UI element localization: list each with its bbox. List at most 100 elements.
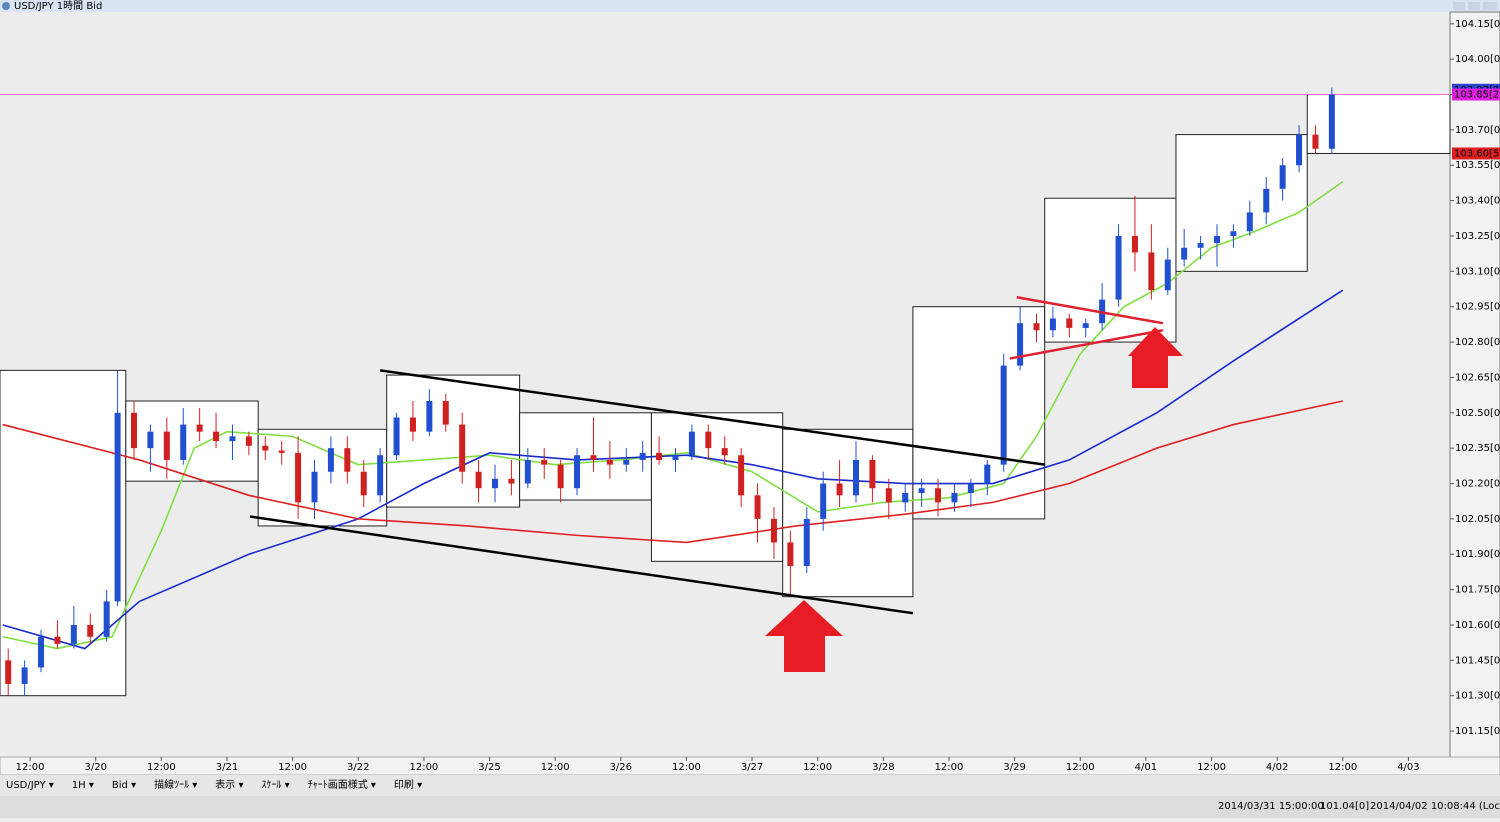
x-tick-label: 12:00 bbox=[672, 762, 701, 773]
candle-body bbox=[475, 471, 482, 489]
candle-body bbox=[967, 483, 974, 493]
x-tick-label: 3/22 bbox=[347, 762, 369, 773]
candle-body bbox=[229, 436, 236, 442]
candle-body bbox=[1000, 365, 1007, 465]
candle-body bbox=[163, 431, 170, 460]
candle-body bbox=[38, 636, 45, 668]
chart: 104.15[0]104.00[0]103.85[0]103.70[0]103.… bbox=[0, 19, 1500, 773]
y-tick-label: 103.40[0] bbox=[1455, 196, 1500, 207]
y-tick-label: 101.90[0] bbox=[1455, 549, 1500, 560]
y-tick-label: 103.10[0] bbox=[1455, 266, 1500, 277]
maximize-button[interactable] bbox=[1468, 2, 1480, 10]
candle-body bbox=[131, 412, 138, 449]
candle-body bbox=[327, 448, 334, 472]
candle-body bbox=[278, 450, 285, 453]
toolbar-button[interactable]: Bid ▾ bbox=[112, 780, 136, 791]
toolbar-button[interactable]: ｽｹｰﾙ ▾ bbox=[262, 779, 290, 791]
x-tick-label: 3/21 bbox=[216, 762, 238, 773]
y-tick-label: 101.30[0] bbox=[1455, 691, 1500, 702]
toolbar-button[interactable]: ﾁｬｰﾄ画面様式 ▾ bbox=[308, 778, 376, 791]
x-tick-label: 12:00 bbox=[278, 762, 307, 773]
toolbar-button[interactable]: USD/JPY ▾ bbox=[6, 780, 54, 791]
candle-body bbox=[590, 455, 597, 460]
x-tick-label: 12:00 bbox=[541, 762, 570, 773]
y-tick-label: 102.50[0] bbox=[1455, 408, 1500, 419]
candle-body bbox=[1181, 247, 1188, 260]
candle-body bbox=[524, 459, 531, 484]
x-tick-label: 4/02 bbox=[1266, 762, 1288, 773]
app-icon bbox=[2, 2, 10, 10]
candle-body bbox=[721, 448, 728, 456]
candle-body bbox=[951, 492, 958, 503]
x-tick-label: 4/01 bbox=[1135, 762, 1157, 773]
toolbar-button[interactable]: 描線ﾂｰﾙ ▾ bbox=[154, 778, 197, 791]
candle-body bbox=[918, 488, 925, 493]
y-tick-label: 103.70[0] bbox=[1455, 125, 1500, 136]
y-tick-label: 101.15[0] bbox=[1455, 726, 1500, 737]
day-box bbox=[1306, 94, 1451, 154]
moving-average bbox=[2, 289, 1344, 650]
trendline bbox=[1009, 329, 1164, 360]
candle-body bbox=[442, 401, 449, 425]
price-axis bbox=[1449, 11, 1500, 758]
moving-average bbox=[2, 400, 1343, 544]
candle-body bbox=[1017, 323, 1024, 366]
y-tick-label: 102.65[0] bbox=[1455, 372, 1500, 383]
candle-body bbox=[1033, 323, 1040, 331]
y-tick-label: 103.25[0] bbox=[1455, 231, 1500, 242]
candle-body bbox=[541, 459, 548, 465]
candle-body bbox=[70, 624, 77, 644]
candle-body bbox=[656, 452, 663, 460]
x-tick-label: 12:00 bbox=[16, 762, 45, 773]
x-tick-label: 12:00 bbox=[1066, 762, 1095, 773]
arrow-up bbox=[1128, 327, 1183, 388]
candle-body bbox=[1246, 212, 1253, 232]
candle-body bbox=[426, 401, 433, 432]
toolbar-button[interactable]: 表示 ▾ bbox=[215, 778, 243, 791]
candle-body bbox=[557, 464, 564, 489]
candle-body bbox=[639, 452, 646, 460]
x-tick-label: 3/28 bbox=[872, 762, 894, 773]
status-text: 101.04[0] bbox=[1320, 801, 1369, 812]
candle-body bbox=[360, 471, 367, 496]
candle-body bbox=[852, 459, 859, 496]
trendline bbox=[249, 515, 914, 615]
candle-body bbox=[196, 424, 203, 432]
price-label: 103.60[5 bbox=[1454, 148, 1499, 159]
candle-body bbox=[262, 445, 269, 451]
candle-body bbox=[1230, 231, 1237, 236]
candle-body bbox=[213, 431, 220, 442]
candle-body bbox=[21, 667, 28, 684]
price-label-box bbox=[1452, 147, 1500, 160]
candle-body bbox=[245, 436, 252, 446]
y-tick-label: 102.35[0] bbox=[1455, 443, 1500, 454]
y-tick-label: 101.45[0] bbox=[1455, 655, 1500, 666]
candle-body bbox=[738, 455, 745, 496]
candle-body bbox=[984, 464, 991, 484]
candle-body bbox=[1082, 323, 1089, 328]
x-tick-label: 12:00 bbox=[409, 762, 438, 773]
candle-body bbox=[54, 636, 61, 644]
candle-body bbox=[770, 518, 777, 543]
toolbar-items: USD/JPY ▾ 1H ▾ Bid ▾ 描線ﾂｰﾙ ▾ 表示 ▾ ｽｹｰﾙ ▾ ﾁｬｰﾄ画… bbox=[6, 778, 422, 791]
candle-body bbox=[935, 488, 942, 503]
candle-body bbox=[803, 518, 810, 567]
toolbar-button[interactable]: 印刷 ▾ bbox=[394, 779, 422, 791]
candle-body bbox=[1131, 235, 1138, 253]
candle-body bbox=[344, 448, 351, 472]
minimize-button[interactable] bbox=[1453, 2, 1465, 10]
toolbar-button[interactable]: 1H ▾ bbox=[72, 780, 94, 791]
candle-body bbox=[754, 495, 761, 519]
close-button[interactable] bbox=[1483, 2, 1497, 10]
candle-body bbox=[393, 417, 400, 456]
candle-body bbox=[902, 492, 909, 503]
status-text: 2014/03/31 15:00:00 bbox=[1218, 801, 1324, 812]
day-box bbox=[650, 412, 784, 562]
candle-body bbox=[1066, 318, 1073, 328]
candle-body bbox=[1197, 243, 1204, 248]
candle-body bbox=[1049, 318, 1056, 331]
day-box bbox=[912, 306, 1046, 520]
x-tick-label: 4/03 bbox=[1397, 762, 1419, 773]
x-tick-label: 12:00 bbox=[147, 762, 176, 773]
